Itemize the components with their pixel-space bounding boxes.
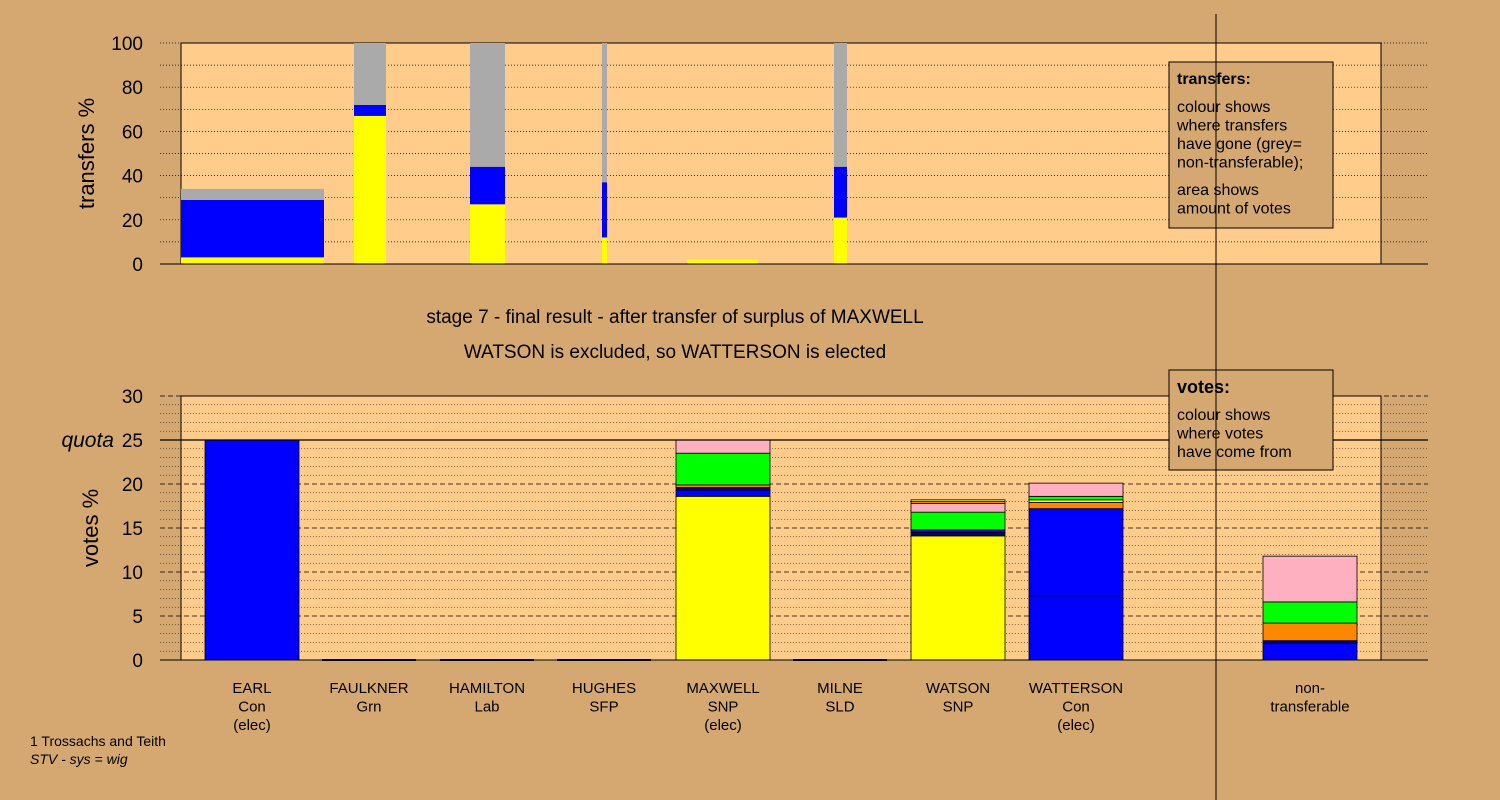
transfers-legend: transfers: colour shows where transfershav… (1168, 61, 1334, 229)
candidate-label: Con (1062, 699, 1090, 716)
votes-bar-segment (1262, 642, 1358, 661)
votes-bar-segment (910, 532, 1006, 537)
transfers-y-axis-label: transfers % (74, 98, 99, 209)
candidate-label: (elec) (1057, 717, 1095, 734)
transfers-y-tick-label: 0 (132, 255, 143, 276)
votes-bar-segment (1262, 622, 1358, 642)
votes-bar-segment (1262, 601, 1358, 624)
candidate-label: HUGHES (572, 680, 636, 697)
system-label: STV - sys = wig (30, 751, 128, 767)
candidate-label: WATTERSON (1029, 680, 1123, 697)
candidate-label: SNP (708, 699, 739, 716)
votes-bar-segment (910, 502, 1006, 513)
transfers-bar-segment (181, 188, 324, 200)
candidate-label: (elec) (233, 717, 271, 734)
candidate-label: (elec) (704, 717, 742, 734)
candidate-label: MILNE (817, 680, 863, 697)
transfers-bar-segment (834, 43, 847, 167)
candidate-label: HAMILTON (449, 680, 525, 697)
candidate-label: WATSON (926, 680, 990, 697)
votes-y-tick-label: 20 (122, 475, 143, 496)
votes-legend-line: have come from (1177, 444, 1292, 461)
votes-bar-segment (1028, 482, 1124, 497)
transfers-legend-box (1168, 61, 1334, 229)
candidate-label: Lab (474, 699, 499, 716)
votes-bar-segment (675, 489, 771, 497)
votes-y-tick-label: 30 (122, 387, 143, 408)
votes-legend-line: colour shows (1177, 407, 1270, 424)
votes-bar-segment (675, 439, 771, 454)
transfers-bar-segment (687, 259, 758, 264)
transfers-legend-line: amount of votes (1177, 201, 1291, 218)
transfers-y-tick-label: 40 (122, 167, 143, 188)
stage-subtitle: WATSON is excluded, so WATTERSON is elec… (464, 342, 886, 363)
candidate-label: Con (238, 699, 266, 716)
votes-bar-segment (675, 495, 771, 661)
votes-y-tick-label: 5 (132, 607, 143, 628)
candidate-label: SFP (589, 699, 618, 716)
transfers-bar-segment (834, 217, 847, 264)
candidate-label: SNP (943, 699, 974, 716)
votes-y-tick-label: 10 (122, 563, 143, 584)
votes-bar-segment (1028, 508, 1124, 597)
transfers-bar-segment (602, 237, 607, 264)
transfers-y-tick-label: 100 (111, 34, 143, 55)
votes-y-axis-label: votes % (78, 489, 103, 567)
votes-bar-segment (1028, 495, 1124, 501)
votes-bar-segment (910, 499, 1006, 502)
votes-bar-segment (675, 452, 771, 486)
votes-bar-segment (204, 439, 300, 661)
transfers-bar-segment (354, 104, 386, 116)
constituency-label: 1 Trossachs and Teith (30, 733, 166, 749)
transfers-y-tick-label: 20 (122, 211, 143, 232)
transfers-bar-segment (470, 43, 505, 167)
votes-y-tick-label: 15 (122, 519, 143, 540)
transfers-bar-segment (834, 166, 847, 218)
transfers-legend-line: have gone (grey= (1177, 136, 1302, 153)
candidate-label: non- (1295, 680, 1325, 697)
votes-legend-box (1168, 369, 1334, 471)
transfers-bar-segment (354, 43, 386, 105)
candidate-label: EARL (232, 680, 271, 697)
votes-bar-segment (910, 511, 1006, 531)
candidate-label: Grn (356, 699, 381, 716)
transfers-bar-segment (470, 204, 505, 264)
votes-bar-segment (1028, 595, 1124, 661)
stage-title: stage 7 - final result - after transfer … (426, 307, 923, 328)
transfers-bar-segment (470, 166, 505, 205)
votes-bar-segment (910, 535, 1006, 661)
transfers-bar-segment (354, 115, 386, 265)
transfers-legend-line: where transfers (1176, 118, 1287, 135)
votes-legend-title: votes: (1177, 377, 1230, 397)
transfers-bar-segment (181, 257, 324, 264)
transfers-legend-line: area shows (1177, 182, 1259, 199)
transfers-legend-line: colour shows (1177, 99, 1270, 116)
votes-y-tick-label: 25 (122, 431, 143, 452)
transfers-bar-segment (602, 182, 607, 238)
transfers-chart: 0 20 40 60 80 100 transfers % transfers: colour … (74, 34, 1428, 276)
votes-bar-segment (1028, 502, 1124, 510)
transfers-legend-line: non-transferable); (1177, 155, 1303, 172)
candidate-label: FAULKNER (329, 680, 408, 697)
votes-legend-line: where votes (1176, 426, 1263, 443)
candidate-label: SLD (825, 699, 854, 716)
transfers-bar-segment (602, 43, 607, 183)
quota-label: quota (61, 429, 114, 452)
votes-y-tick-label: 0 (132, 651, 143, 672)
candidate-label: MAXWELL (686, 680, 759, 697)
transfers-legend-title: transfers: (1177, 71, 1251, 88)
candidate-label: transferable (1270, 699, 1349, 716)
transfers-y-tick-label: 60 (122, 122, 143, 143)
transfers-y-tick-label: 80 (122, 78, 143, 99)
votes-bar-segment (1262, 555, 1358, 603)
transfers-bar-segment (181, 199, 324, 258)
